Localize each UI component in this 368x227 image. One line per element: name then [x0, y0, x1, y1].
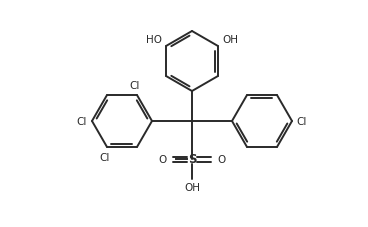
Text: O: O [217, 154, 225, 164]
Text: Cl: Cl [296, 116, 307, 126]
Text: Cl: Cl [77, 116, 87, 126]
Text: S: S [188, 153, 196, 166]
Text: OH: OH [222, 35, 238, 45]
Text: O: O [159, 154, 167, 164]
Text: Cl: Cl [130, 81, 140, 91]
Text: Cl: Cl [100, 152, 110, 162]
Text: HO: HO [146, 35, 162, 45]
Text: OH: OH [184, 182, 200, 192]
